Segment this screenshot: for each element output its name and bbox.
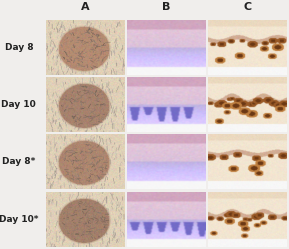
Text: Day 8: Day 8 <box>5 43 33 52</box>
Text: Day 8*: Day 8* <box>2 157 36 166</box>
Text: Day 10: Day 10 <box>1 100 36 109</box>
Text: C: C <box>243 1 251 11</box>
Text: A: A <box>81 1 90 11</box>
Text: Day 10*: Day 10* <box>0 215 38 224</box>
Text: B: B <box>162 1 170 11</box>
